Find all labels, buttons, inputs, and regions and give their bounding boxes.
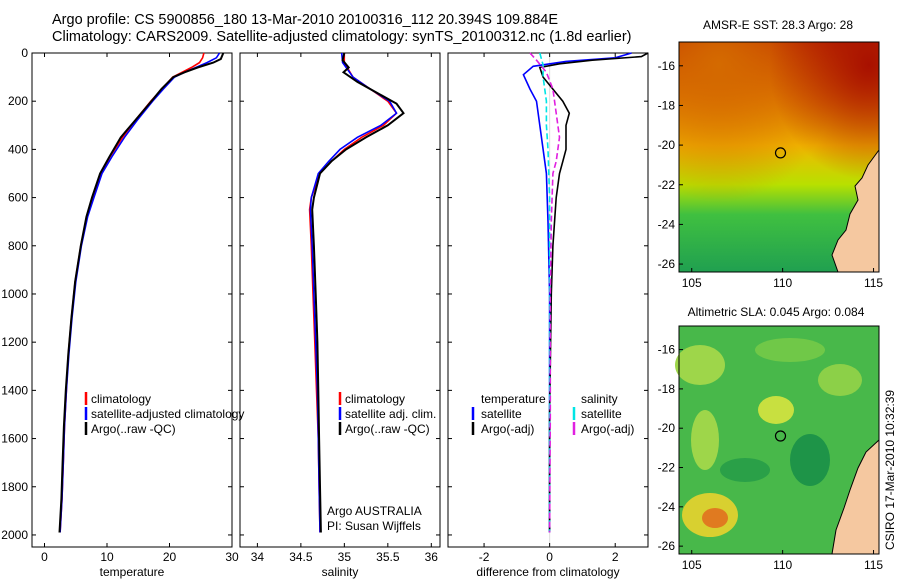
header-line-2: Climatology: CARS2009. Satellite-adjuste… <box>52 29 632 45</box>
sla-argo-marker <box>774 430 787 442</box>
plot-frame <box>239 52 441 548</box>
series-line-argo-raw-qc <box>311 52 405 533</box>
x-tick-label: 20 <box>163 550 177 564</box>
x-tick-label: 35.5 <box>376 550 400 564</box>
annotation-line-2: PI: Susan Wijffels <box>327 519 421 533</box>
temperature-profile-panel: 0 10 20 30 temperature 0 200 400 600 800 1000 1200 1… <box>1 46 239 579</box>
legend-label-temp-satellite: satellite <box>481 407 522 421</box>
map-y-tick-label: -20 <box>658 138 676 152</box>
map-y-tick-label: -22 <box>658 178 676 192</box>
y-tick-label: 2000 <box>1 528 28 542</box>
y-tick-label: 600 <box>8 191 28 205</box>
legend-label-temp-argo: Argo(-adj) <box>481 422 534 436</box>
difference-legend: temperature satellite Argo(-adj) salinit… <box>471 392 634 436</box>
x-axis-label: salinity <box>322 565 359 579</box>
sla-map-title: Altimetric SLA: 0.045 Argo: 0.084 <box>688 305 865 319</box>
y-tick-label: 400 <box>8 142 28 156</box>
map-y-tick-label: -24 <box>658 500 676 514</box>
temperature-legend: climatology satellite-adjusted climatolo… <box>84 392 244 436</box>
legend-label-sal-argo: Argo(-adj) <box>581 422 634 436</box>
x-tick-label: 36 <box>425 550 439 564</box>
sst-map-ticks: 105 110 115 -16 -18 -20 -22 -24 -26 <box>658 59 884 290</box>
map-x-tick-label: 115 <box>864 558 883 572</box>
map-y-tick-label: -18 <box>658 98 676 112</box>
annotation-line-1: Argo AUSTRALIA <box>327 504 422 518</box>
y-tick-label: 1600 <box>1 432 28 446</box>
legend-label-satellite-adj: satellite adj. clim. <box>345 407 436 421</box>
legend-label-sal-satellite: satellite <box>581 407 622 421</box>
x-tick-label: 34 <box>251 550 265 564</box>
map-y-tick-label: -26 <box>658 257 676 271</box>
map-x-tick-label: 105 <box>682 276 702 290</box>
sla-blob <box>818 364 862 396</box>
sst-map-title: AMSR-E SST: 28.3 Argo: 28 <box>703 18 853 32</box>
x-tick-label: 2 <box>612 550 619 564</box>
x-tick-label: 0 <box>41 550 48 564</box>
credit-stamp: CSIRO 17-Mar-2010 10:32:39 <box>883 390 897 550</box>
y-tick-label: 800 <box>8 239 28 253</box>
map-y-tick-label: -18 <box>658 382 676 396</box>
x-axis-label: temperature <box>100 565 165 579</box>
x-tick-label: 34.5 <box>289 550 313 564</box>
series-line-argo-adj <box>538 52 649 533</box>
y-tick-label: 1800 <box>1 480 28 494</box>
sst-argo-marker <box>774 147 787 159</box>
sla-blob <box>720 458 770 482</box>
map-y-tick-label: -22 <box>658 461 676 475</box>
salinity-profile-panel: 34 34.5 35 35.5 36 salinity <box>239 52 441 579</box>
series-line-argo-adj <box>529 52 561 533</box>
map-y-tick-label: -20 <box>658 421 676 435</box>
salinity-legend: climatology satellite adj. clim. Argo(..… <box>327 392 436 533</box>
map-y-tick-label: -26 <box>658 539 676 553</box>
sst-map-frame <box>678 41 880 273</box>
legend-label-climatology: climatology <box>345 392 405 406</box>
series-line-argo-raw-qc <box>58 52 225 533</box>
x-tick-label: 35 <box>338 550 352 564</box>
map-y-tick-label: -16 <box>658 343 676 357</box>
legend-title-temperature: temperature <box>481 392 546 406</box>
map-x-tick-label: 110 <box>773 558 792 572</box>
legend-label-climatology: climatology <box>91 392 151 406</box>
header-line-1: Argo profile: CS 5900856_180 13-Mar-2010… <box>52 12 559 28</box>
sla-blob <box>691 410 719 470</box>
y-tick-label: 1000 <box>1 287 28 301</box>
y-tick-label: 1400 <box>1 383 28 397</box>
x-tick-label: 10 <box>100 550 114 564</box>
sla-blob <box>675 345 725 385</box>
x-tick-label: 0 <box>546 550 553 564</box>
map-y-tick-label: -24 <box>658 217 676 231</box>
sla-map-frame <box>678 325 880 555</box>
map-x-tick-label: 105 <box>682 558 702 572</box>
y-tick-label: 0 <box>21 46 28 60</box>
map-y-tick-label: -16 <box>658 59 676 73</box>
y-tick-label: 200 <box>8 94 28 108</box>
plot-frame <box>447 52 649 548</box>
x-tick-label: 30 <box>225 550 239 564</box>
plot-frame <box>31 52 233 548</box>
sst-map: AMSR-E SST: 28.3 Argo: 28 105 110 115 -16 -1… <box>658 18 884 290</box>
sla-map-ticks: 105 110 115 -16 -18 -20 -22 -24 -26 <box>658 343 884 572</box>
header: Argo profile: CS 5900856_180 13-Mar-2010… <box>52 12 632 46</box>
legend-label-argo: Argo(..raw -QC) <box>345 422 430 436</box>
sla-blob <box>755 338 825 362</box>
map-x-tick-label: 115 <box>864 276 883 290</box>
sla-map: Altimetric SLA: 0.045 Argo: 0.084 105 110… <box>658 305 884 572</box>
sla-blob <box>702 508 728 528</box>
x-axis-label: difference from climatology <box>476 565 619 579</box>
legend-label-argo: Argo(..raw -QC) <box>91 422 176 436</box>
x-tick-label: -2 <box>479 550 490 564</box>
sla-blob <box>790 434 830 486</box>
y-tick-label: 1200 <box>1 335 28 349</box>
legend-title-salinity: salinity <box>581 392 618 406</box>
legend-label-satellite-adjusted: satellite-adjusted climatology <box>91 407 244 421</box>
sla-blob <box>758 396 794 424</box>
map-x-tick-label: 110 <box>773 276 792 290</box>
